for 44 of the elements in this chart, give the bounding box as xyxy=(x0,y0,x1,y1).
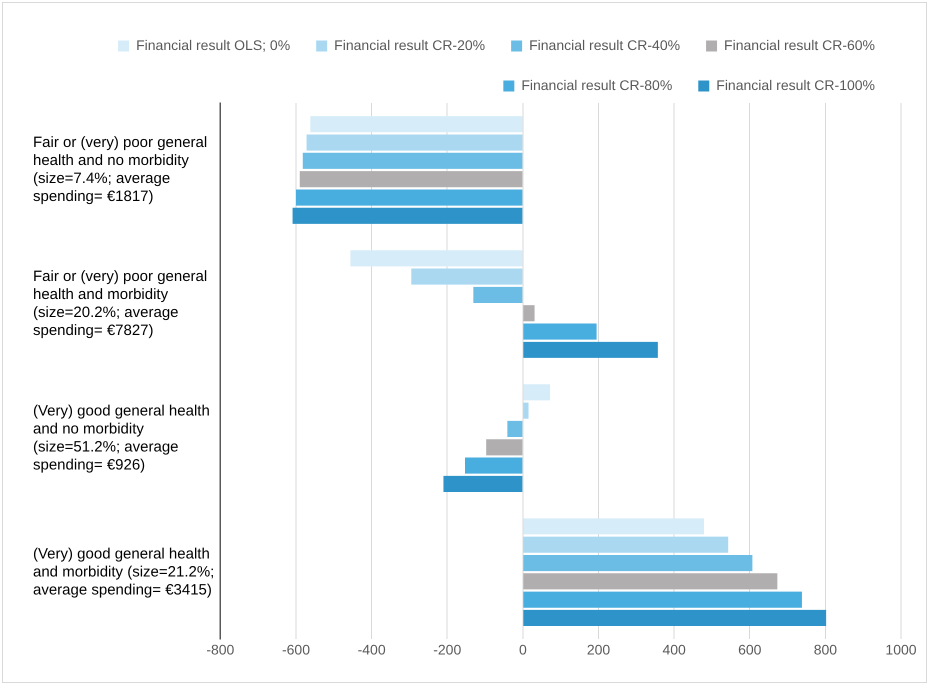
bar xyxy=(523,305,535,322)
bar xyxy=(523,536,728,553)
bar xyxy=(523,554,752,572)
x-tick-label: -600 xyxy=(282,641,310,658)
bar xyxy=(310,116,522,132)
bar xyxy=(306,134,522,151)
x-tick-label: -800 xyxy=(206,641,235,658)
y-tick-label: Fair or (very) poor general health and no morbidity (size=7.4%; average spending= €1817) xyxy=(33,134,208,206)
x-tick-label: 600 xyxy=(738,641,762,658)
legend-label: Financial result CR-60% xyxy=(724,36,876,53)
legend-label: Financial result CR-80% xyxy=(521,76,672,93)
bar xyxy=(302,152,522,169)
bar xyxy=(292,208,522,224)
bar xyxy=(523,323,597,340)
bar xyxy=(473,286,522,303)
bar xyxy=(411,268,522,285)
x-tick-label: 400 xyxy=(662,641,686,658)
legend-label: Financial result CR-100% xyxy=(716,76,876,93)
bar xyxy=(523,402,529,419)
x-tick-label: 200 xyxy=(586,641,610,658)
bar xyxy=(523,592,802,608)
bar xyxy=(523,384,550,400)
bar xyxy=(296,189,522,206)
bar xyxy=(507,420,522,438)
y-tick-label: (Very) good general health and morbidity (size=21.2%; average spending= €3415) xyxy=(33,545,214,598)
y-tick-label: Fair or (very) poor general health and morbidity (size=20.2%; average spending= €7827) xyxy=(33,268,208,340)
bar xyxy=(465,458,522,474)
legend-label: Financial result OLS; 0% xyxy=(136,36,290,53)
x-tick-label: -200 xyxy=(433,641,462,658)
legend-label: Financial result CR-20% xyxy=(334,36,486,53)
x-tick-label: -400 xyxy=(358,641,386,658)
y-tick-label: (Very) good general health and no morbidity (size=51.2%; average spending= €926) xyxy=(33,402,210,474)
bar xyxy=(443,476,522,492)
bar xyxy=(523,573,778,590)
bar xyxy=(486,439,522,456)
x-tick-label: 1000 xyxy=(885,641,917,658)
bar xyxy=(350,250,522,266)
legend-label: Financial result CR-40% xyxy=(529,36,680,53)
bar xyxy=(300,171,522,188)
bar xyxy=(523,518,704,534)
bar xyxy=(523,342,658,358)
x-tick-label: 800 xyxy=(814,641,838,658)
x-tick-label: 0 xyxy=(518,641,527,658)
bar xyxy=(523,610,826,626)
